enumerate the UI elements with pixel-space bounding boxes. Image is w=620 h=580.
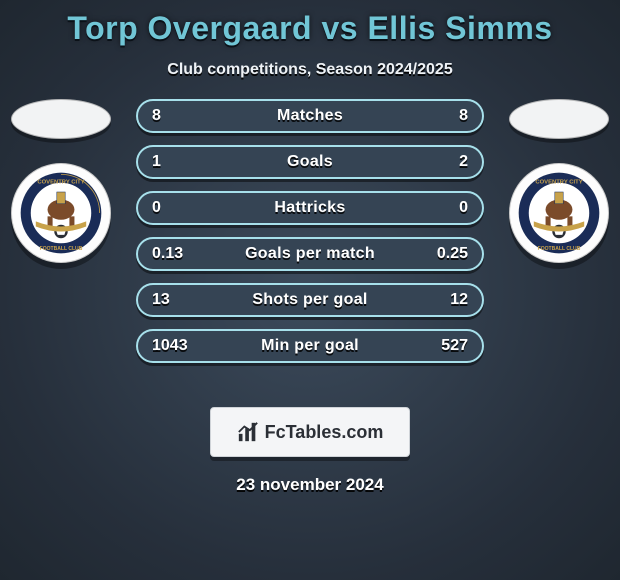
stat-right-value: 12 [450,291,468,309]
svg-text:COVENTRY CITY: COVENTRY CITY [535,180,582,186]
stat-bar-hattricks: 0 Hattricks 0 [136,191,484,225]
stat-bar-min-per-goal: 1043 Min per goal 527 [136,329,484,363]
stat-right-value: 0.25 [437,245,468,263]
stat-left-value: 1 [152,153,161,171]
stat-label: Min per goal [152,337,468,355]
player-right-avatar [509,99,609,139]
stat-left-value: 1043 [152,337,188,355]
player-right-crest-wrap: COVENTRY CITY FOOTBALL CLUB [509,163,609,263]
player-left-column: COVENTRY CITY FOOTBALL CLUB [6,99,116,263]
stat-left-value: 8 [152,107,161,125]
stat-right-value: 0 [459,199,468,217]
comparison-stage: COVENTRY CITY FOOTBALL CLUB [0,99,620,399]
player-left-avatar [11,99,111,139]
coventry-crest-icon: COVENTRY CITY FOOTBALL CLUB [517,171,601,255]
stat-left-value: 13 [152,291,170,309]
stat-right-value: 8 [459,107,468,125]
stat-right-value: 527 [441,337,468,355]
svg-text:FOOTBALL CLUB: FOOTBALL CLUB [538,246,581,252]
stat-bar-shots-per-goal: 13 Shots per goal 12 [136,283,484,317]
stat-bar-goals: 1 Goals 2 [136,145,484,179]
stat-label: Goals [152,153,468,171]
page-title: Torp Overgaard vs Ellis Simms [0,0,620,47]
stat-label: Matches [152,107,468,125]
stat-label: Hattricks [152,199,468,217]
bar-chart-icon [237,421,259,443]
stat-label: Goals per match [152,245,468,263]
stat-right-value: 2 [459,153,468,171]
stat-bars: 8 Matches 8 1 Goals 2 0 Hattricks 0 0.13… [136,99,484,375]
svg-text:COVENTRY CITY: COVENTRY CITY [37,180,84,186]
player-right-crest: COVENTRY CITY FOOTBALL CLUB [509,163,609,263]
brand-footer-box: FcTables.com [210,407,410,457]
player-left-crest-wrap: COVENTRY CITY FOOTBALL CLUB [11,163,111,263]
svg-text:FOOTBALL CLUB: FOOTBALL CLUB [40,246,83,252]
player-right-column: COVENTRY CITY FOOTBALL CLUB [504,99,614,263]
page-subtitle: Club competitions, Season 2024/2025 [0,61,620,79]
brand-label: FcTables.com [237,421,384,443]
stat-left-value: 0 [152,199,161,217]
coventry-crest-icon: COVENTRY CITY FOOTBALL CLUB [19,171,103,255]
player-left-crest: COVENTRY CITY FOOTBALL CLUB [11,163,111,263]
stat-left-value: 0.13 [152,245,183,263]
stat-bar-goals-per-match: 0.13 Goals per match 0.25 [136,237,484,271]
brand-text: FcTables.com [265,422,384,443]
stat-bar-matches: 8 Matches 8 [136,99,484,133]
stat-label: Shots per goal [152,291,468,309]
footer-date: 23 november 2024 [0,475,620,495]
